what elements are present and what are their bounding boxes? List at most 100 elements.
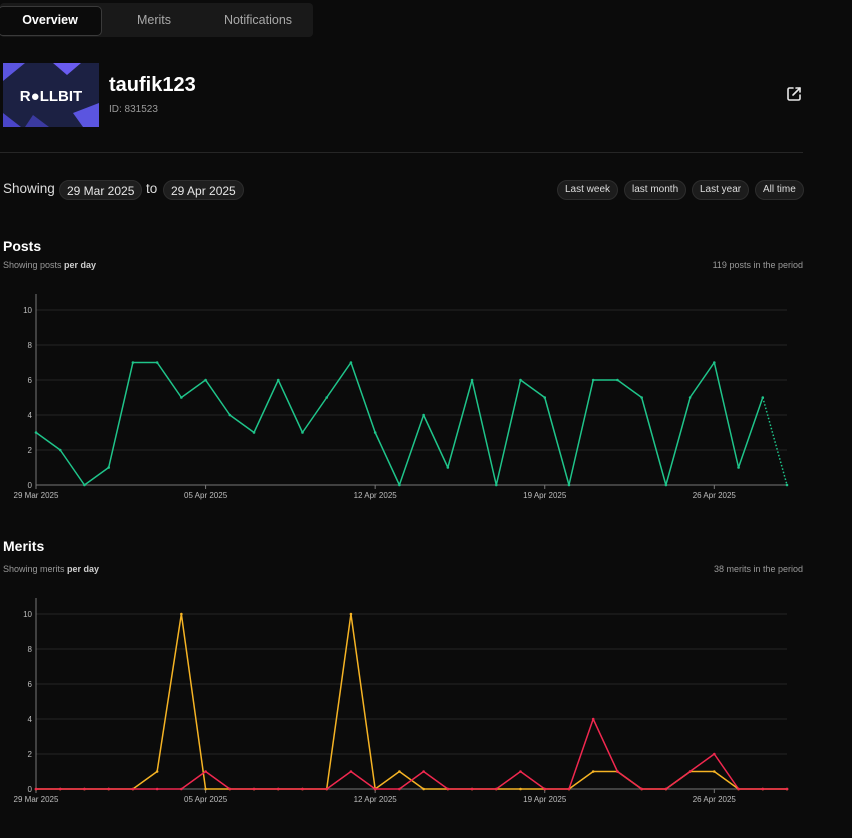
data-point[interactable] [252, 787, 256, 791]
data-point[interactable] [761, 396, 765, 399]
avatar: R●LLBIT [3, 63, 99, 127]
data-point[interactable] [446, 787, 450, 791]
data-point[interactable] [470, 787, 474, 791]
data-point[interactable] [325, 787, 329, 791]
all-time-button[interactable]: All time [755, 180, 804, 200]
data-point[interactable] [131, 787, 135, 791]
y-tick-label: 2 [28, 750, 33, 759]
data-point[interactable] [591, 378, 595, 382]
last-year-button[interactable]: Last year [692, 180, 750, 200]
data-point[interactable] [155, 361, 159, 364]
data-point[interactable] [494, 483, 498, 487]
data-point[interactable] [713, 752, 716, 756]
data-point[interactable] [204, 770, 207, 773]
data-point[interactable] [519, 787, 522, 791]
data-point[interactable] [470, 378, 474, 382]
external-link-icon[interactable] [785, 85, 803, 103]
data-point[interactable] [519, 770, 522, 773]
x-tick-label: 12 Apr 2025 [354, 491, 398, 500]
date-to[interactable]: 29 Apr 2025 [163, 180, 244, 200]
series-line-0 [35, 361, 764, 486]
data-point[interactable] [422, 770, 425, 773]
divider [0, 152, 803, 153]
y-tick-label: 8 [28, 341, 33, 350]
data-point[interactable] [519, 378, 522, 382]
posts-chart: 0 2 4 6 8 10 29 Mar 2025 05 Apr 2025 12 Apr 2025… [14, 294, 789, 500]
last-month-button[interactable]: last month [624, 180, 687, 200]
data-point[interactable] [688, 770, 692, 773]
data-point[interactable] [494, 787, 498, 791]
to-label: to [146, 181, 158, 196]
data-point[interactable] [785, 787, 789, 791]
data-point[interactable] [785, 483, 789, 487]
tab-overview[interactable]: Overview [0, 6, 102, 36]
data-point[interactable] [543, 787, 547, 791]
data-point[interactable] [34, 787, 38, 791]
series-line-partial [762, 397, 788, 486]
data-point[interactable] [446, 466, 450, 469]
data-point[interactable] [58, 448, 62, 452]
data-point[interactable] [107, 466, 110, 469]
data-point[interactable] [228, 787, 232, 791]
data-point[interactable] [398, 787, 401, 791]
merits-subtitle: Showing merits per day [3, 564, 99, 574]
data-point[interactable] [180, 612, 183, 616]
y-tick-label: 0 [28, 481, 33, 490]
data-point[interactable] [301, 431, 304, 434]
tab-notifications[interactable]: Notifications [223, 13, 293, 27]
data-point[interactable] [349, 612, 353, 616]
data-point[interactable] [107, 787, 110, 791]
data-point[interactable] [688, 396, 692, 399]
data-point[interactable] [155, 770, 159, 773]
data-point[interactable] [180, 787, 183, 791]
tab-merits[interactable]: Merits [136, 13, 172, 27]
date-from[interactable]: 29 Mar 2025 [59, 180, 143, 200]
y-tick-label: 2 [28, 446, 33, 455]
data-point[interactable] [276, 787, 280, 791]
data-point[interactable] [640, 396, 643, 399]
data-point[interactable] [591, 770, 595, 773]
data-point[interactable] [713, 770, 716, 773]
data-point[interactable] [325, 396, 329, 399]
data-point[interactable] [204, 378, 207, 382]
data-point[interactable] [737, 787, 740, 791]
data-point[interactable] [83, 787, 86, 791]
data-point[interactable] [664, 483, 668, 487]
x-tick-label: 26 Apr 2025 [693, 795, 737, 804]
data-point[interactable] [422, 413, 425, 417]
data-point[interactable] [398, 770, 401, 773]
data-point[interactable] [83, 483, 86, 487]
data-point[interactable] [349, 361, 353, 364]
data-point[interactable] [640, 787, 643, 791]
x-tick-label: 05 Apr 2025 [184, 491, 228, 500]
data-point[interactable] [373, 431, 377, 434]
data-point[interactable] [567, 483, 571, 487]
data-point[interactable] [301, 787, 304, 791]
data-point[interactable] [591, 717, 595, 721]
data-point[interactable] [664, 787, 668, 791]
data-point[interactable] [567, 787, 571, 791]
data-point[interactable] [713, 361, 716, 364]
data-point[interactable] [761, 787, 765, 791]
data-point[interactable] [228, 413, 232, 417]
data-point[interactable] [349, 770, 353, 773]
data-point[interactable] [543, 396, 547, 399]
data-point[interactable] [131, 361, 135, 364]
data-point[interactable] [616, 770, 619, 773]
merits-subtitle-prefix: Showing merits [3, 564, 68, 574]
data-point[interactable] [180, 396, 183, 399]
data-point[interactable] [58, 787, 62, 791]
series-line-1 [36, 718, 787, 790]
data-point[interactable] [398, 483, 401, 487]
data-point[interactable] [422, 787, 425, 791]
data-point[interactable] [616, 378, 619, 382]
last-week-button[interactable]: Last week [557, 180, 619, 200]
data-point[interactable] [204, 787, 207, 791]
data-point[interactable] [737, 466, 740, 469]
data-point[interactable] [155, 787, 159, 791]
data-point[interactable] [252, 431, 256, 434]
data-point[interactable] [34, 431, 38, 434]
y-tick-label: 10 [23, 306, 32, 315]
data-point[interactable] [373, 787, 377, 791]
data-point[interactable] [276, 378, 280, 382]
